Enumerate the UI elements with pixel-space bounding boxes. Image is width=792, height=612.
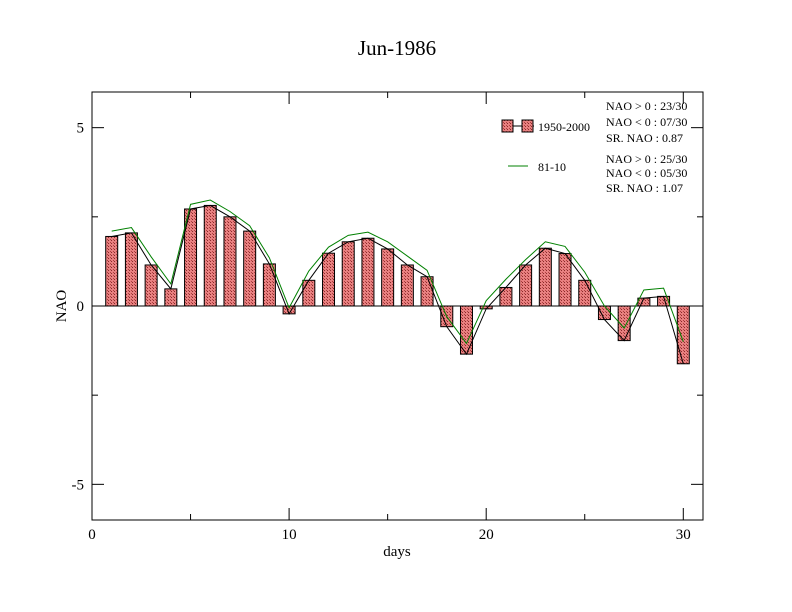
bar-day-21	[499, 286, 513, 307]
stat-1950-negative: NAO < 0 : 07/30	[606, 115, 687, 129]
series-lines	[111, 199, 684, 364]
bar-day-3	[144, 264, 158, 307]
bar-day-4	[164, 288, 178, 307]
bar-day-9	[262, 263, 276, 307]
bar-day-25	[578, 279, 592, 307]
y-tick-label-0: 0	[77, 299, 85, 315]
stats-annotation-81-10: NAO > 0 : 25/30 NAO < 0 : 05/30 SR. NAO …	[606, 152, 687, 195]
bar-day-19	[459, 305, 473, 355]
legend-entry-1950-2000: 1950-2000	[501, 119, 590, 134]
stat-1950-positive: NAO > 0 : 23/30	[606, 99, 687, 113]
bar-day-12	[322, 252, 336, 307]
bar-day-16	[400, 264, 414, 307]
legend-swatch-1950-2000-right	[521, 119, 534, 133]
x-tick-label-0: 0	[88, 527, 96, 543]
legend-entry-81-10: 81-10	[508, 160, 566, 174]
stat-8110-positive: NAO > 0 : 25/30	[606, 152, 687, 166]
bar-day-6	[203, 204, 217, 307]
bars-1950-2000	[105, 204, 690, 365]
x-tick-label-20: 20	[479, 527, 494, 543]
line-1950-2000	[111, 204, 684, 364]
x-tick-label-30: 30	[676, 527, 691, 543]
stats-annotation-1950-2000: NAO > 0 : 23/30 NAO < 0 : 07/30 SR. NAO …	[606, 99, 687, 145]
bar-day-14	[361, 237, 375, 307]
bar-day-23	[538, 247, 552, 307]
bar-day-5	[184, 208, 198, 307]
legend-label-1950-2000: 1950-2000	[538, 120, 590, 134]
bar-day-8	[243, 230, 257, 307]
bar-day-13	[341, 241, 355, 307]
stat-8110-sr: SR. NAO : 1.07	[606, 181, 683, 195]
chart-title: Jun-1986	[358, 36, 436, 60]
legend: 1950-2000 81-10	[501, 119, 590, 174]
y-tick-label-5: 5	[77, 121, 85, 137]
bar-day-15	[381, 248, 395, 307]
x-tick-label-10: 10	[282, 527, 297, 543]
stat-1950-sr: SR. NAO : 0.87	[606, 131, 683, 145]
stat-8110-negative: NAO < 0 : 05/30	[606, 166, 687, 180]
y-tick-label--5: -5	[72, 477, 85, 493]
bar-day-7	[223, 216, 237, 307]
bar-day-1	[105, 235, 119, 307]
legend-label-81-10: 81-10	[538, 160, 566, 174]
bar-day-2	[124, 232, 138, 307]
y-axis-label: NAO	[54, 290, 70, 323]
legend-swatch-1950-2000-left	[501, 119, 514, 133]
bar-day-30	[676, 305, 690, 365]
bar-day-26	[597, 305, 611, 321]
bar-day-22	[519, 264, 533, 307]
x-axis-label: days	[383, 544, 411, 560]
bar-day-24	[558, 253, 572, 307]
bar-day-11	[302, 279, 316, 307]
line-81-10	[111, 199, 684, 345]
axis-ticks: 0 10 20 30 -5 0 5	[72, 92, 703, 543]
